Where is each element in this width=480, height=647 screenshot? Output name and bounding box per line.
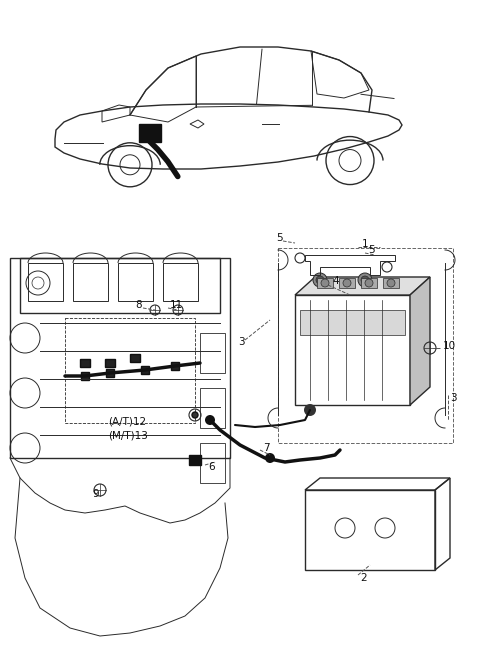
Bar — [163, 263, 198, 301]
Text: 9: 9 — [92, 489, 98, 499]
Circle shape — [387, 279, 395, 287]
Bar — [361, 278, 377, 288]
Bar — [65, 318, 195, 423]
Bar — [189, 455, 201, 465]
Bar — [200, 443, 225, 483]
Text: (M/T)13: (M/T)13 — [108, 430, 148, 440]
Circle shape — [304, 404, 316, 416]
Polygon shape — [410, 277, 430, 405]
Bar — [10, 258, 230, 458]
Bar — [339, 278, 355, 288]
Bar — [106, 369, 114, 377]
Text: 3: 3 — [450, 393, 456, 403]
Bar — [171, 362, 179, 370]
Circle shape — [316, 276, 324, 284]
Text: 7: 7 — [263, 443, 270, 453]
Circle shape — [343, 279, 351, 287]
Text: 10: 10 — [443, 341, 456, 351]
Bar — [28, 263, 63, 301]
Bar — [141, 366, 149, 374]
Circle shape — [192, 412, 198, 418]
Circle shape — [265, 453, 275, 463]
Circle shape — [365, 279, 373, 287]
Bar — [20, 258, 220, 313]
Text: 5: 5 — [368, 245, 374, 255]
Text: 11: 11 — [170, 300, 183, 310]
Bar — [73, 263, 108, 301]
Text: 8: 8 — [135, 300, 142, 310]
Circle shape — [321, 279, 329, 287]
Text: 4: 4 — [332, 276, 338, 286]
Text: 2: 2 — [360, 573, 367, 583]
Text: 3: 3 — [238, 337, 245, 347]
Circle shape — [205, 415, 215, 425]
Polygon shape — [295, 277, 430, 295]
Text: 6: 6 — [208, 462, 215, 472]
Bar — [130, 354, 140, 362]
Circle shape — [361, 276, 369, 284]
Circle shape — [358, 273, 372, 287]
Text: 5: 5 — [276, 233, 283, 243]
Bar — [305, 490, 435, 570]
Bar — [295, 295, 410, 405]
Bar — [118, 263, 153, 301]
Bar — [105, 359, 115, 367]
Bar — [80, 359, 90, 367]
Bar — [278, 248, 453, 443]
Bar — [383, 278, 399, 288]
Bar — [139, 124, 161, 142]
Text: 1: 1 — [362, 239, 369, 249]
Bar — [317, 278, 333, 288]
Bar — [300, 310, 405, 335]
Circle shape — [313, 273, 327, 287]
Bar — [200, 333, 225, 373]
Bar — [200, 388, 225, 428]
Text: (A/T)12: (A/T)12 — [108, 417, 146, 427]
Bar — [81, 372, 89, 380]
